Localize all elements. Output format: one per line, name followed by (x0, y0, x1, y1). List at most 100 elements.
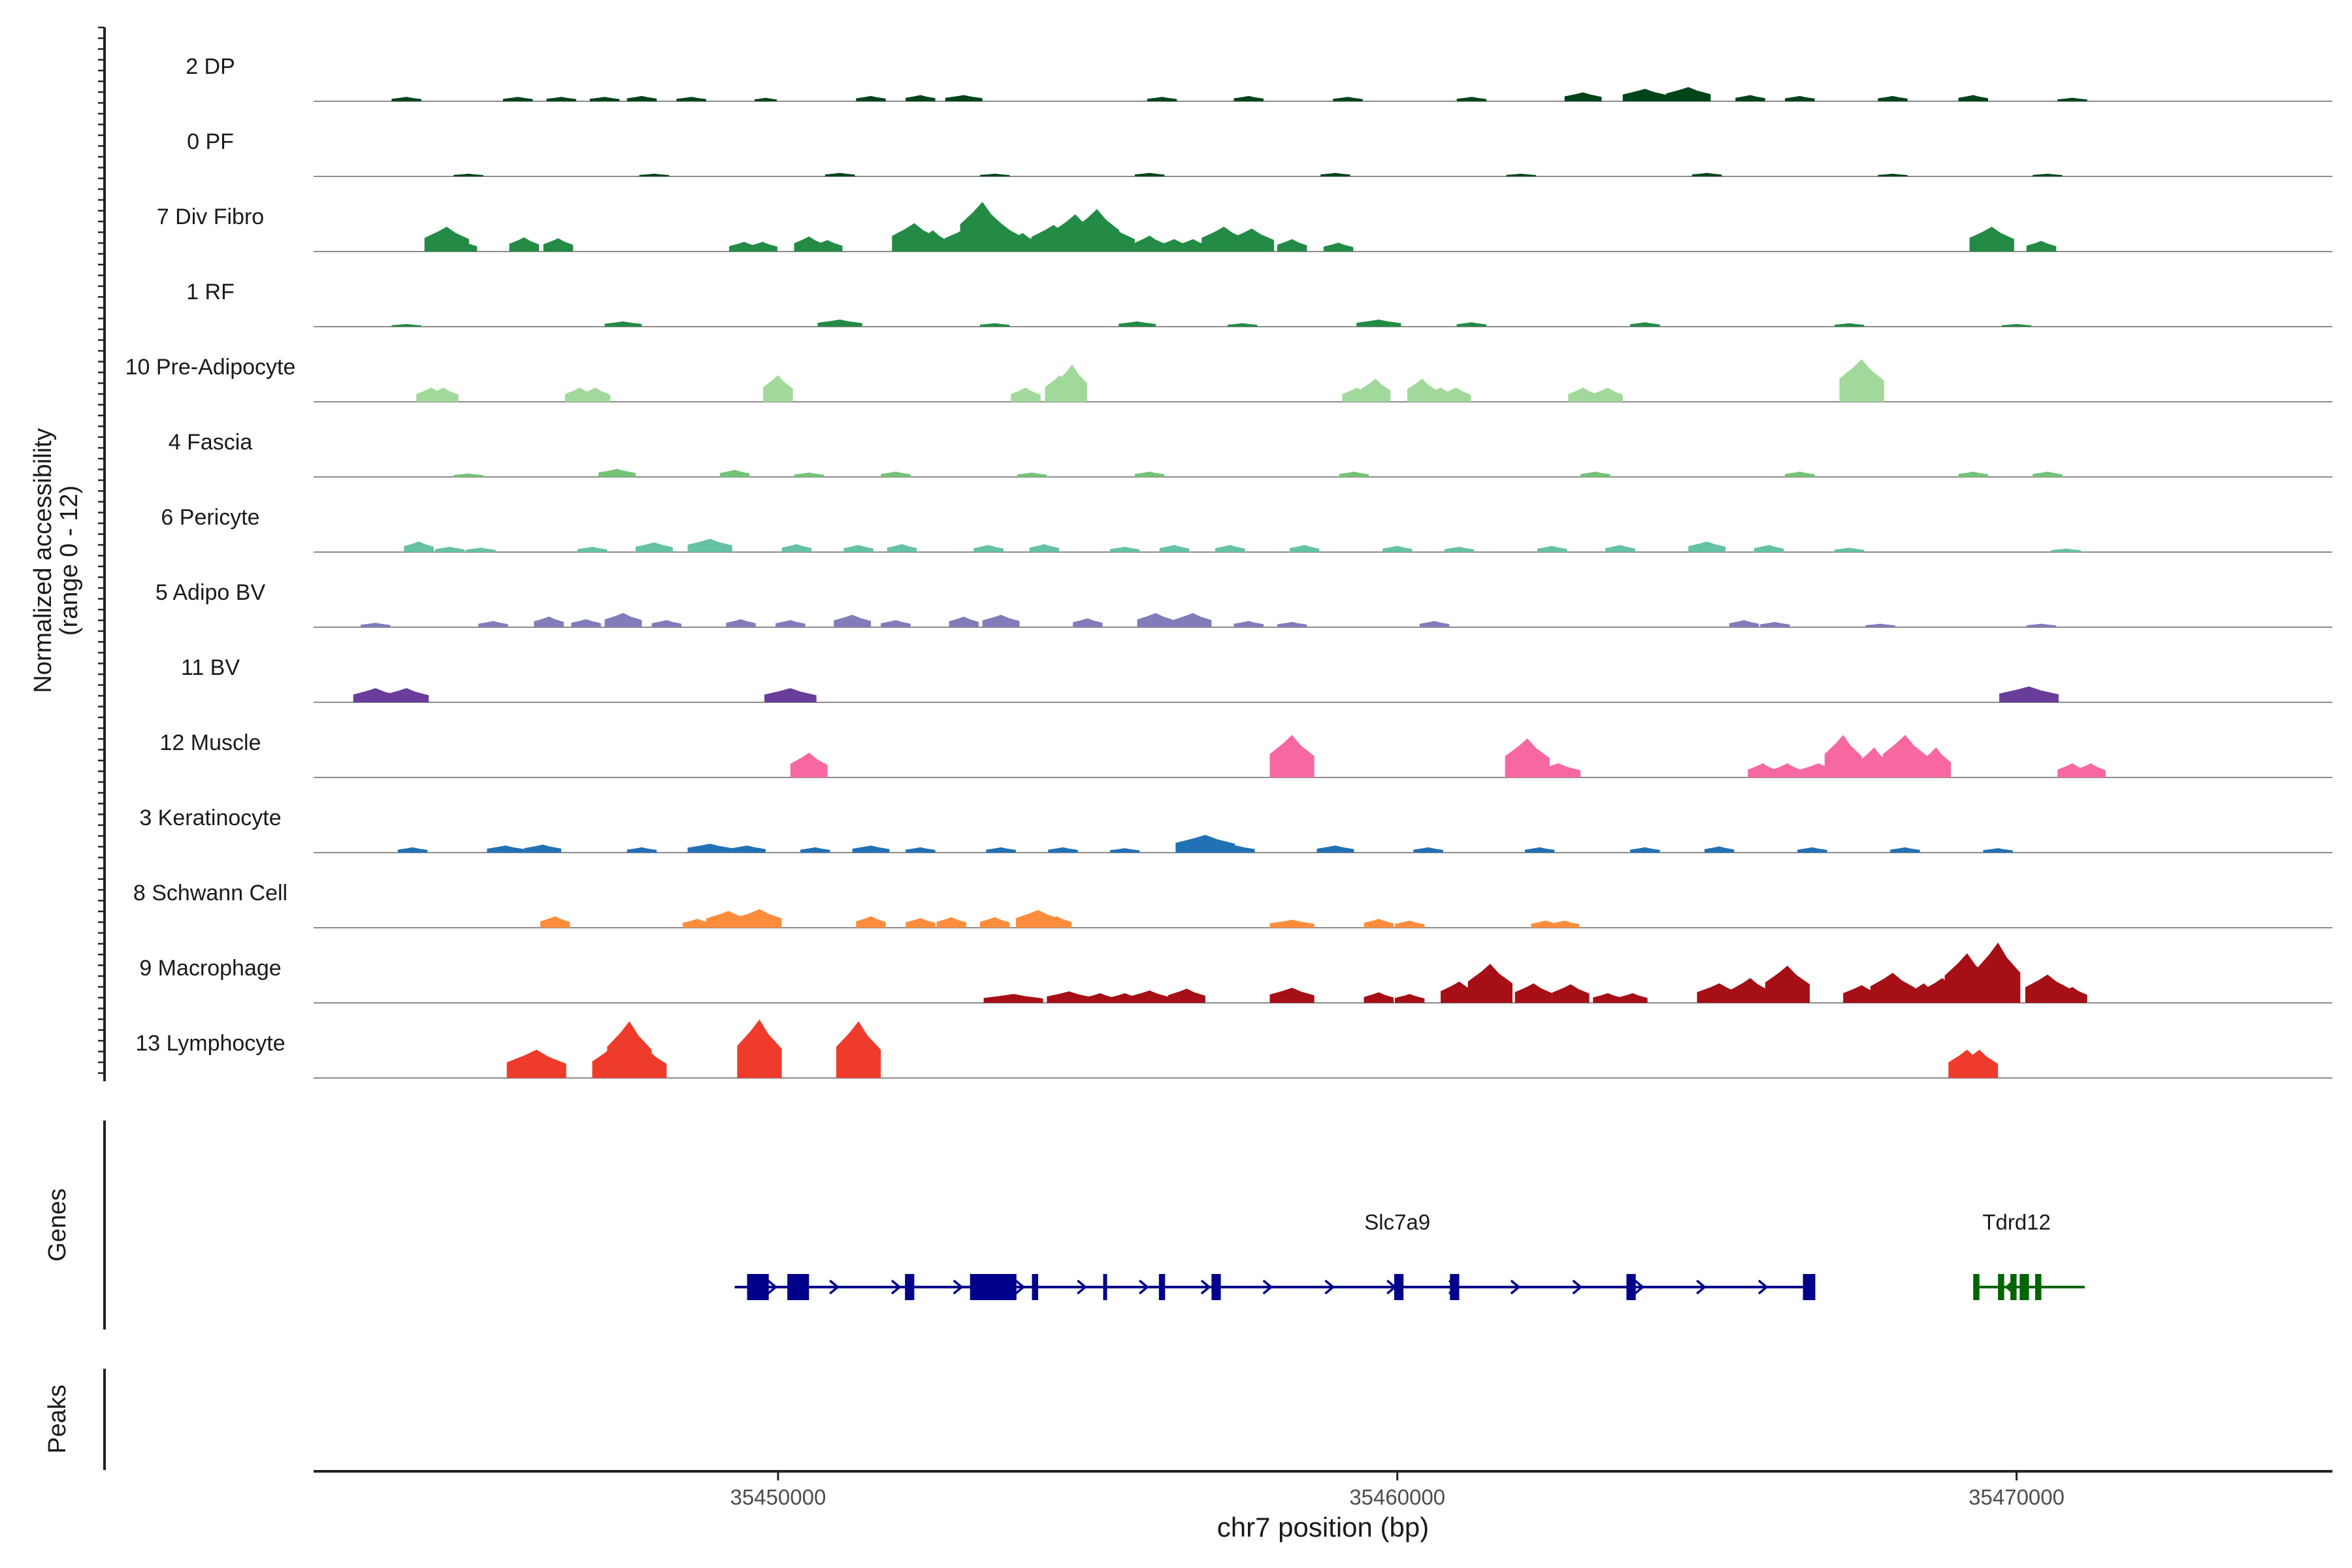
coverage-peak (1525, 847, 1555, 853)
coverage-peak (1552, 984, 1590, 1003)
coverage-peak (856, 916, 886, 928)
coverage-peak (487, 845, 525, 853)
coverage-peak (546, 97, 576, 101)
coverage-peak (1785, 95, 1815, 101)
coverage-peak (2026, 623, 2057, 627)
coverage-peak (1174, 613, 1212, 627)
strand-arrow (1572, 1279, 1583, 1295)
coverage-peak (1983, 848, 2013, 853)
track-13: 9 Macrophage (139, 942, 2332, 1004)
strand-arrow (1510, 1279, 1521, 1295)
coverage-peak (434, 546, 465, 552)
coverage-peak (466, 547, 496, 552)
coverage-peak (906, 847, 936, 853)
gene-exon (1394, 1274, 1404, 1300)
strand-arrow (1696, 1279, 1707, 1295)
coverage-peak (1269, 734, 1315, 777)
coverage-peak (534, 616, 564, 627)
gene-tdrd12: Tdrd12 (1973, 1210, 2085, 1300)
coverage-peak (1735, 95, 1765, 101)
y-axis-label-line1: Normalized accessibility (29, 428, 57, 693)
coverage-peak (1229, 228, 1275, 252)
coverage-peak (391, 323, 421, 327)
track-3: 7 Div Fibro (157, 202, 2332, 252)
coverage-peak (627, 847, 657, 853)
track-9: 11 BV (181, 655, 2332, 703)
gene-exon (1973, 1274, 1980, 1300)
coverage-peak (1333, 97, 1363, 101)
track-label: 7 Div Fibro (157, 204, 264, 229)
coverage-peak (856, 95, 886, 101)
x-axis-label: chr7 position (bp) (1217, 1512, 1429, 1543)
coverage-peak (1824, 734, 1862, 777)
coverage-peak (1630, 322, 1660, 327)
gene-label: Slc7a9 (1364, 1210, 1430, 1234)
strand-arrow (1324, 1279, 1335, 1295)
coverage-peak (1754, 545, 1784, 552)
coverage-peak (676, 97, 706, 101)
coverage-peak (1168, 988, 1205, 1003)
coverage-peak (986, 847, 1016, 853)
strand-arrow (767, 1279, 778, 1295)
coverage-peak (1666, 87, 1711, 101)
coverage-peak (1217, 845, 1255, 853)
coverage-peak (1731, 978, 1769, 1003)
coverage-peak (1839, 359, 1884, 402)
coverage-peak (979, 323, 1010, 327)
coverage-peak (1137, 613, 1175, 627)
coverage-peak (719, 470, 750, 477)
track-label: 2 DP (186, 54, 235, 79)
coverage-peak (682, 919, 713, 928)
track-label: 6 Pericyte (161, 505, 259, 530)
track-label: 11 BV (181, 655, 240, 680)
coverage-peak (1147, 97, 1177, 101)
gene-exon (787, 1274, 809, 1300)
gene-exon (1626, 1274, 1636, 1300)
track-label: 5 Adipo BV (155, 580, 266, 605)
coverage-peak (1215, 545, 1245, 552)
coverage-peak (918, 230, 948, 252)
coverage-peak (509, 237, 539, 252)
coverage-peak (764, 688, 817, 702)
gene-exon (1998, 1274, 2004, 1300)
gene-exon (1032, 1274, 1038, 1300)
coverage-peak (1441, 387, 1471, 402)
track-6: 4 Fascia (169, 430, 2332, 478)
coverage-peak (1969, 227, 2014, 252)
track-label: 13 Lymphocyte (135, 1031, 285, 1056)
gene-exon (747, 1274, 769, 1300)
coverage-peak (506, 1049, 566, 1078)
coverage-peak (747, 242, 777, 252)
gene-label: Tdrd12 (1982, 1210, 2051, 1234)
coverage-peak (2057, 987, 2087, 1003)
coverage-peak (1382, 546, 1413, 552)
strand-arrow (1200, 1279, 1211, 1295)
coverage-peak (2033, 173, 2063, 176)
coverage-peak (754, 97, 777, 101)
coverage-peak (1057, 365, 1087, 402)
coverage-peak (973, 545, 1004, 552)
coverage-peak (1277, 621, 1307, 627)
coverage-peak (836, 1021, 881, 1078)
peaks-panel-label: Peaks (44, 1384, 71, 1454)
coverage-peak (906, 95, 936, 101)
coverage-peak (1882, 734, 1928, 777)
coverage-peak (1748, 763, 1778, 777)
coverage-peak (571, 619, 601, 627)
coverage-peak (384, 688, 429, 702)
coverage-peak (1691, 172, 1722, 176)
strand-arrow (1634, 1279, 1645, 1295)
coverage-peak (1233, 95, 1264, 101)
x-tick-label: 35470000 (1968, 1485, 2065, 1509)
coverage-peak (1395, 921, 1425, 928)
coverage-peak (1159, 545, 1190, 552)
coverage-peak (1134, 172, 1165, 176)
track-label: 0 PF (187, 129, 234, 154)
coverage-peak (1890, 847, 1920, 853)
coverage-peak (1289, 545, 1320, 552)
coverage-peak (1017, 472, 1047, 477)
coverage-peak (1797, 847, 1827, 853)
coverage-peak (1834, 547, 1865, 552)
coverage-peak (1785, 471, 1815, 477)
